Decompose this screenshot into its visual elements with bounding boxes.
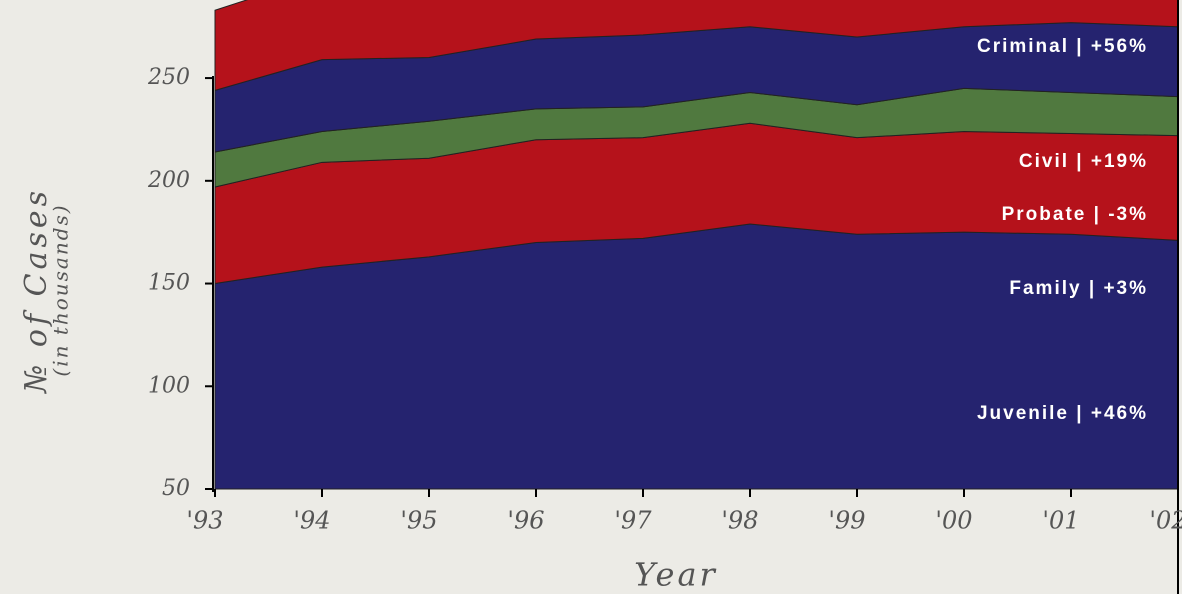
series-label: Juvenile | +46% — [977, 403, 1148, 424]
y-subtitle: (in thousands) — [49, 203, 73, 376]
areas — [214, 0, 1179, 490]
x-tick-label: '96 — [507, 507, 544, 535]
series-label: Civil | +19% — [1019, 151, 1148, 172]
y-tick-label: 50 — [162, 476, 190, 501]
x-tick-label: '94 — [293, 507, 330, 535]
y-title-group: № of Cases (in thousands) — [19, 187, 73, 395]
x-tick-label: '99 — [828, 507, 865, 535]
x-title: Year — [634, 556, 718, 594]
series-label: Probate | -3% — [1002, 204, 1148, 225]
y-title: № of Cases — [19, 187, 54, 395]
x-tick-label: '00 — [935, 507, 972, 535]
series-label: Family | +3% — [1009, 278, 1148, 299]
y-tick-label: 100 — [148, 373, 190, 398]
x-tick-label: '95 — [400, 507, 437, 535]
x-tick-label: '97 — [614, 507, 652, 535]
y-tick-label: 250 — [147, 65, 190, 90]
x-tick-label: '02 — [1149, 507, 1182, 535]
x-tick-label: '01 — [1042, 507, 1079, 535]
x-tick-label: '93 — [186, 507, 223, 535]
y-tick-label: 200 — [147, 168, 190, 193]
x-tick-label: '98 — [721, 507, 758, 535]
series-label: Criminal | +56% — [977, 36, 1148, 57]
y-tick-label: 150 — [148, 271, 190, 296]
